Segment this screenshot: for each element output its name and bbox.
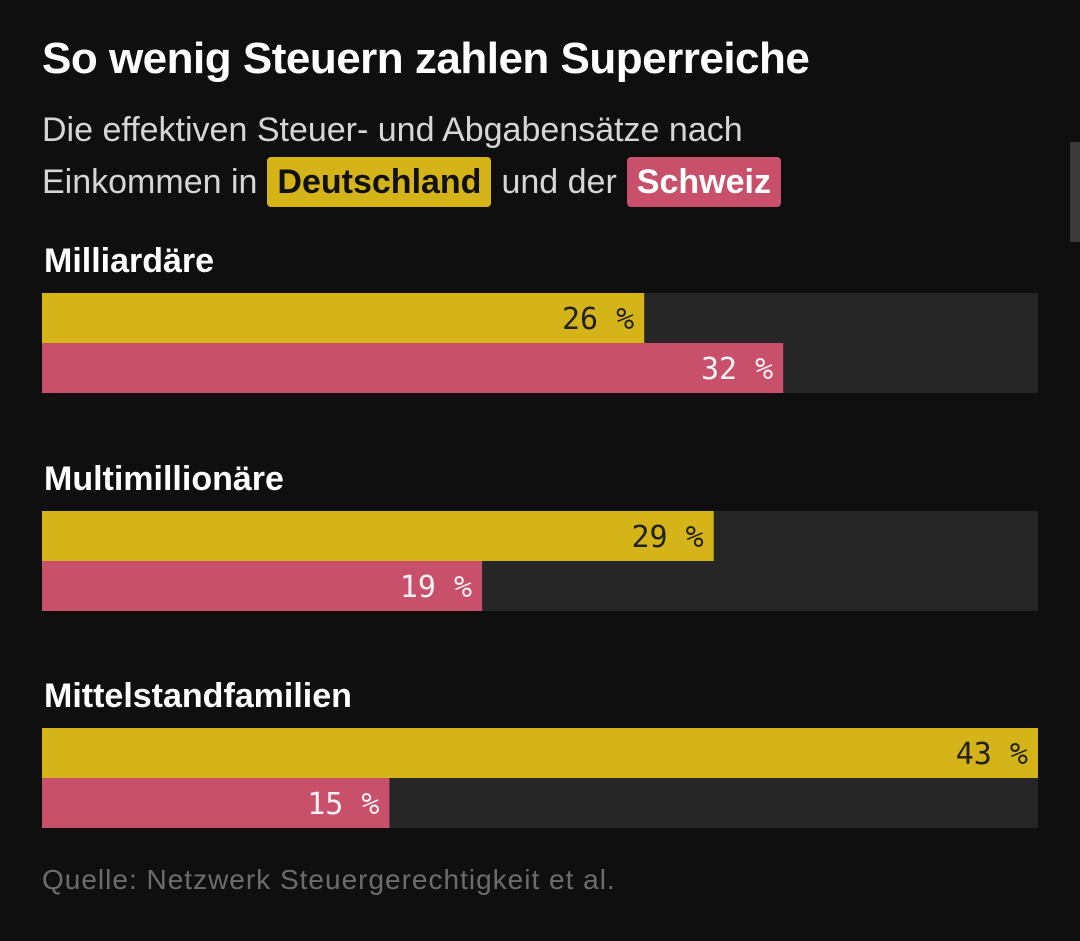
data-label: 29 % <box>631 520 703 555</box>
bar-deutschland <box>42 728 1038 778</box>
subtitle-connector: und der <box>501 163 617 201</box>
chart-title: So wenig Steuern zahlen Superreiche <box>42 34 810 83</box>
bar-deutschland <box>42 511 714 561</box>
data-label: 32 % <box>701 352 773 387</box>
bar-schweiz <box>42 561 483 611</box>
category-label: Multimillionäre <box>44 460 284 498</box>
category-label: Milliardäre <box>44 242 214 280</box>
scrollbar[interactable] <box>1070 142 1080 242</box>
subtitle-prefix: Einkommen in <box>42 163 258 201</box>
data-label: 19 % <box>400 570 472 605</box>
data-label: 15 % <box>307 787 379 822</box>
subtitle-line-2: Einkommen in Deutschland und der Schweiz <box>42 156 1042 208</box>
data-label: 43 % <box>956 737 1028 772</box>
data-label: 26 % <box>562 302 634 337</box>
legend-deutschland: Deutschland <box>267 157 492 207</box>
subtitle-line-1: Die effektiven Steuer- und Abgabensätze … <box>42 111 743 149</box>
legend-schweiz: Schweiz <box>626 157 781 207</box>
chart-subtitle: Die effektiven Steuer- und Abgabensätze … <box>42 104 1042 208</box>
bar-deutschland <box>42 293 645 343</box>
bar-schweiz <box>42 343 784 393</box>
source-note: Quelle: Netzwerk Steuergerechtigkeit et … <box>42 864 616 895</box>
category-label: Mittelstandfamilien <box>44 677 352 715</box>
bar-schweiz <box>42 778 390 828</box>
